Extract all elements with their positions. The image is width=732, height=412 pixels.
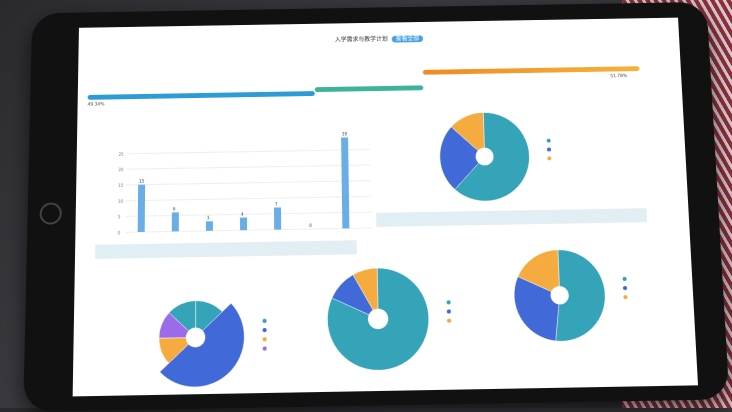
legend-marker bbox=[623, 295, 627, 299]
legend-marker bbox=[623, 286, 627, 290]
legend-marker bbox=[263, 328, 267, 332]
home-button[interactable] bbox=[39, 202, 61, 224]
legend-marker bbox=[447, 319, 451, 323]
pie-charts bbox=[73, 18, 698, 397]
legend-marker bbox=[547, 156, 551, 160]
legend-marker bbox=[263, 319, 267, 323]
legend-marker bbox=[447, 300, 451, 304]
legend-marker bbox=[547, 139, 551, 143]
legend-marker bbox=[447, 309, 451, 313]
legend-marker bbox=[263, 337, 267, 341]
legend-marker bbox=[263, 346, 267, 350]
legend-marker bbox=[547, 148, 551, 152]
legend-marker bbox=[623, 277, 627, 281]
